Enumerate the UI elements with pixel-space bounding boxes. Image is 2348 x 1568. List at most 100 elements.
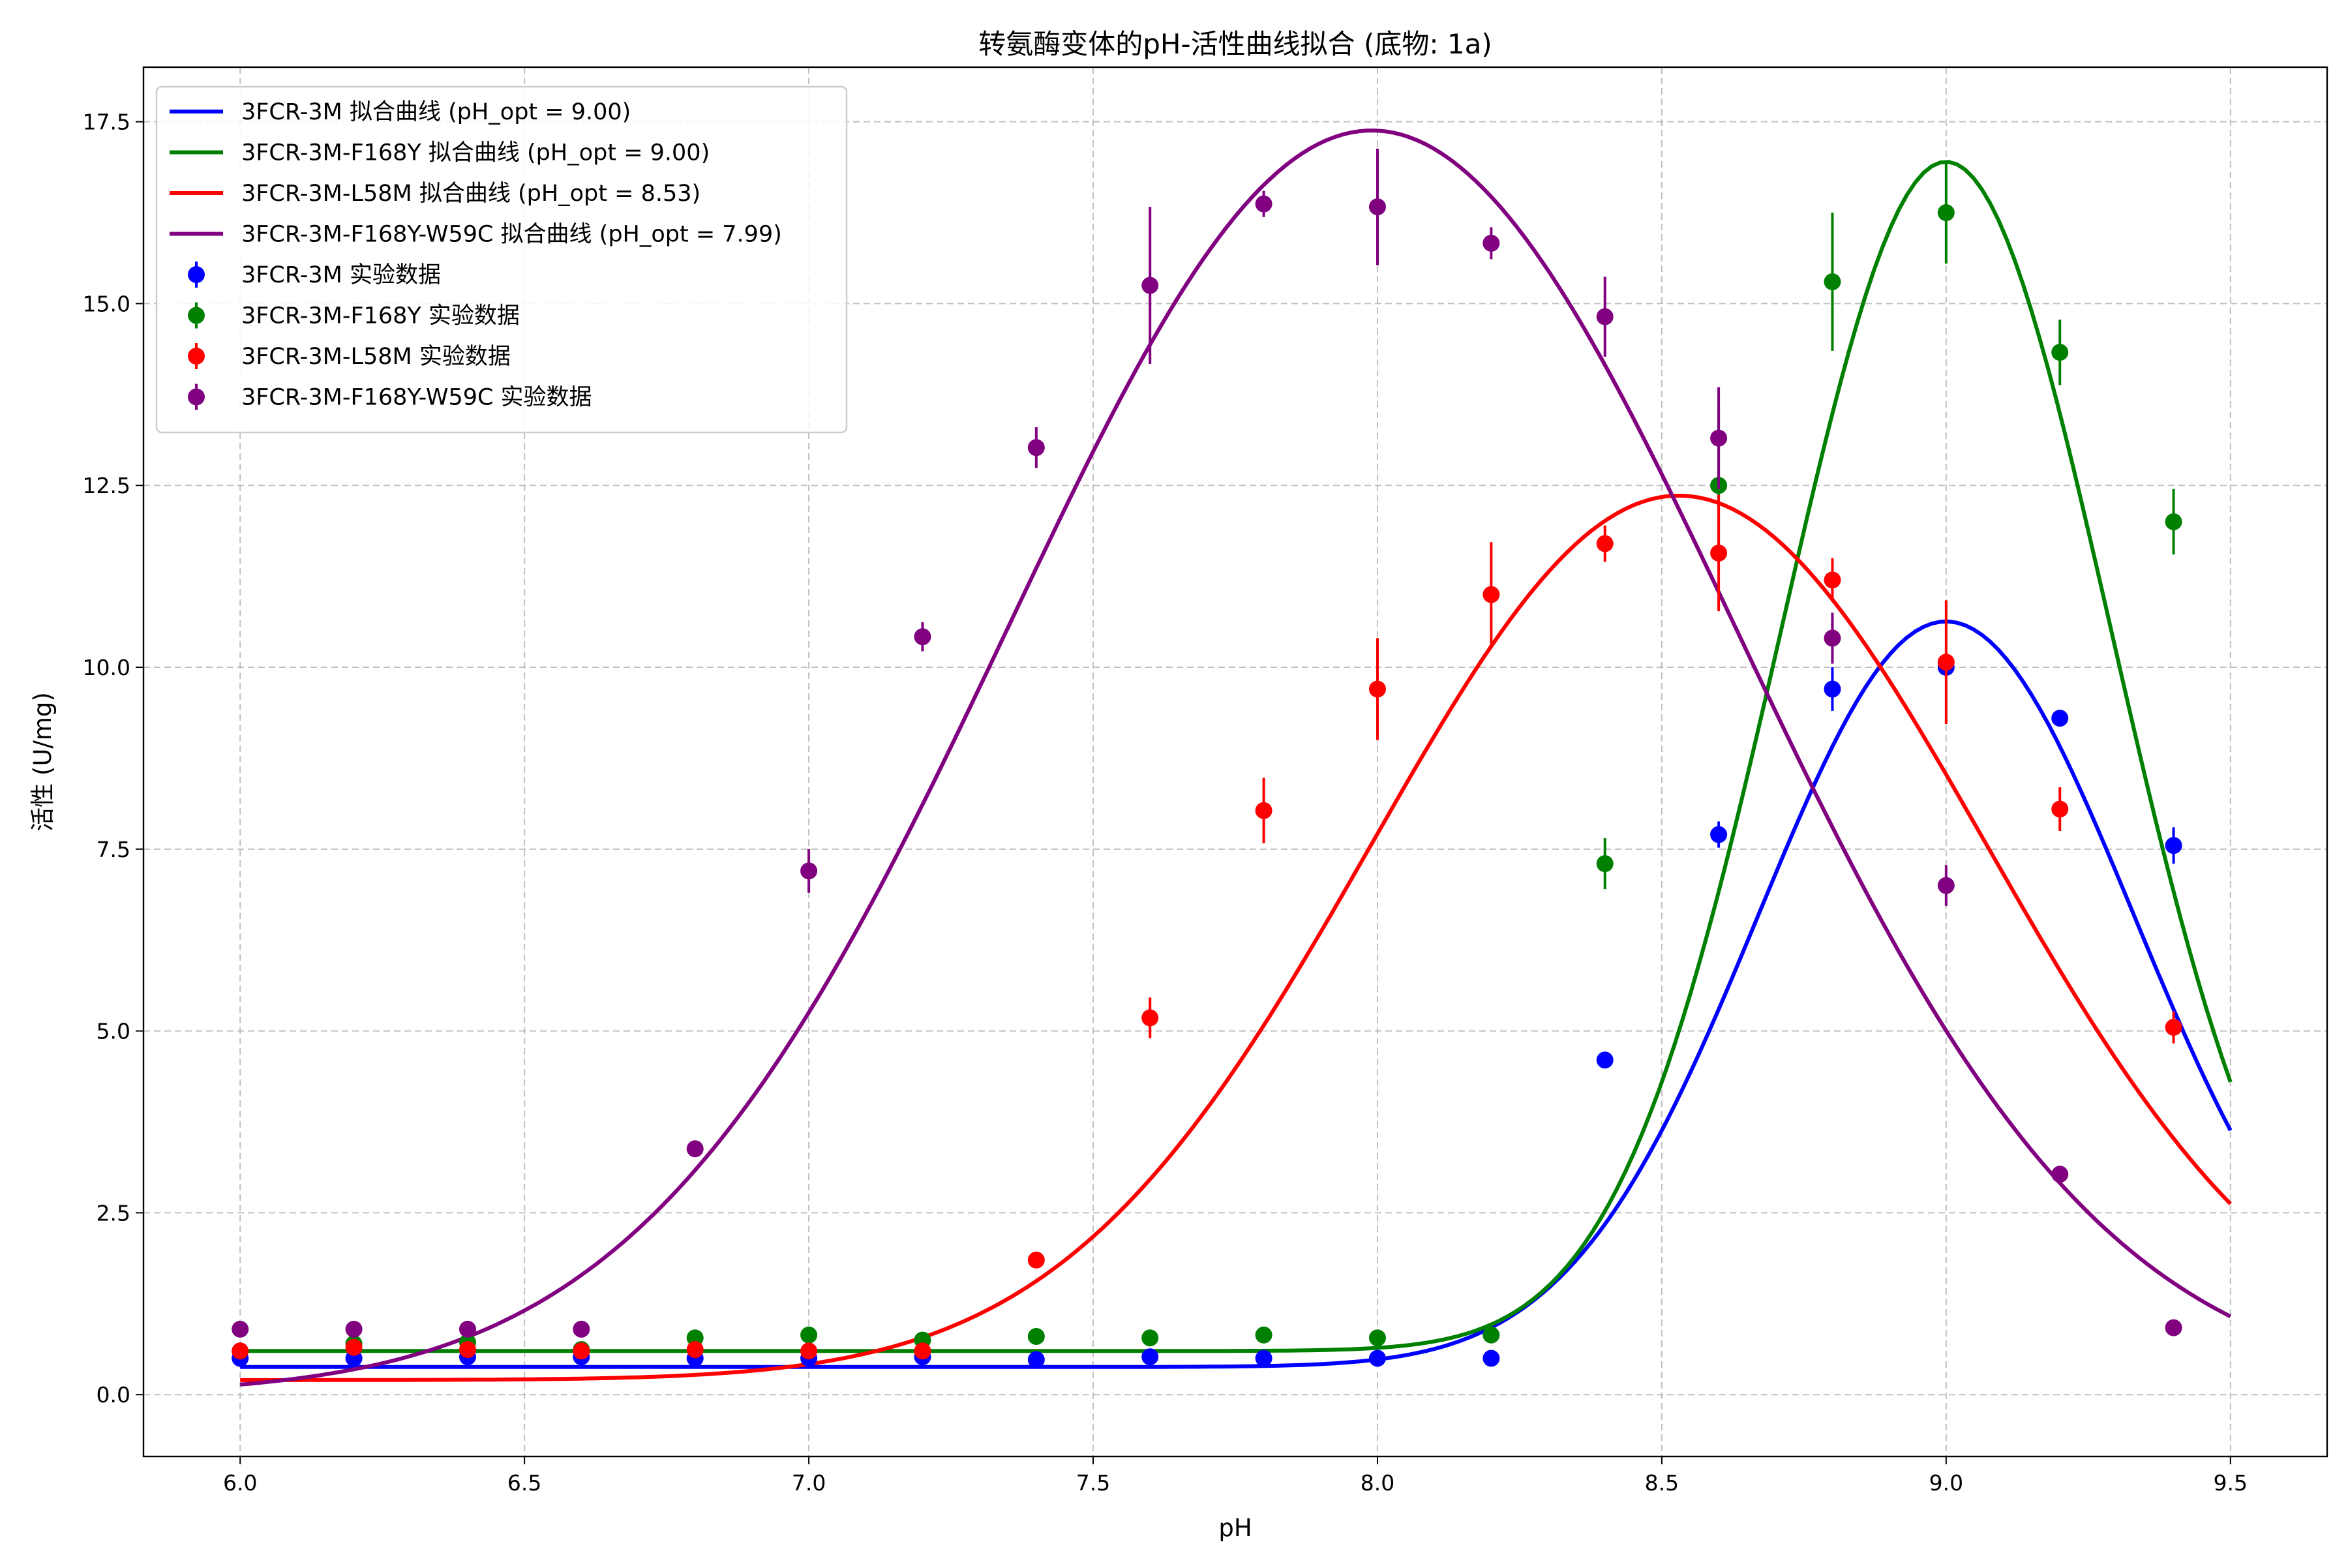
legend-label: 3FCR-3M-F168Y 拟合曲线 (pH_opt = 9.00) <box>241 140 710 166</box>
x-tick-label: 6.5 <box>507 1470 541 1496</box>
data-points-layer <box>232 148 2182 1368</box>
data-point <box>1027 1351 1045 1368</box>
data-point <box>1483 1349 1500 1367</box>
legend-label: 3FCR-3M 实验数据 <box>241 262 441 288</box>
data-point <box>686 1140 704 1158</box>
data-point <box>459 1341 476 1359</box>
x-tick-label: 8.0 <box>1361 1470 1394 1496</box>
data-point <box>800 1326 818 1344</box>
data-point <box>686 1329 704 1347</box>
data-point <box>686 1341 704 1359</box>
fit-curve <box>240 160 2233 1353</box>
y-tick-label: 15.0 <box>83 291 130 316</box>
legend-label: 3FCR-3M-F168Y-W59C 实验数据 <box>241 385 592 411</box>
data-point <box>1824 629 1841 647</box>
data-point <box>345 1338 363 1356</box>
legend-label: 3FCR-3M-F168Y 实验数据 <box>241 303 520 329</box>
data-point <box>2165 1319 2182 1336</box>
data-point <box>1483 234 1500 252</box>
data-point <box>1368 1349 1386 1367</box>
y-tick-label: 10.0 <box>83 655 130 680</box>
legend-label: 3FCR-3M 拟合曲线 (pH_opt = 9.00) <box>241 99 631 125</box>
data-point <box>914 628 931 646</box>
data-point <box>1596 855 1614 873</box>
y-tick-label: 2.5 <box>97 1200 130 1226</box>
fit-curve <box>240 494 2232 1382</box>
data-point <box>914 1342 931 1360</box>
data-point <box>1255 802 1272 819</box>
fit-curves-layer <box>239 128 2233 1387</box>
y-tick-label: 5.0 <box>97 1019 130 1044</box>
legend-label: 3FCR-3M-F168Y-W59C 拟合曲线 (pH_opt = 7.99) <box>241 222 782 248</box>
x-tick-label: 8.5 <box>1645 1470 1679 1496</box>
data-point <box>2165 837 2182 854</box>
data-point <box>1483 1326 1500 1344</box>
y-tick-label: 7.5 <box>97 837 130 862</box>
legend-marker-swatch <box>188 266 205 283</box>
x-tick-label: 7.0 <box>792 1470 826 1496</box>
data-point <box>1937 877 1955 894</box>
data-point <box>459 1320 476 1338</box>
data-point <box>1824 571 1841 589</box>
data-point <box>1368 1329 1386 1347</box>
data-point <box>1141 1329 1159 1347</box>
x-tick-label: 7.5 <box>1076 1470 1110 1496</box>
fit-curve <box>240 619 2233 1369</box>
legend-box <box>155 85 848 434</box>
y-axis-label: 活性 (U/mg) <box>29 692 57 832</box>
data-point <box>1255 1326 1272 1344</box>
legend-label: 3FCR-3M-L58M 拟合曲线 (pH_opt = 8.53) <box>241 181 700 207</box>
data-point <box>1483 586 1500 603</box>
axes-layer: 6.0 6.5 7.0 7.5 8.0 8.5 9.0 9.5 0.0 2.5 5.0 7.5 10.0… <box>83 110 2248 1496</box>
data-point <box>1027 1251 1045 1269</box>
data-point <box>2051 344 2069 361</box>
data-point <box>1710 429 1728 447</box>
data-point <box>800 1342 818 1360</box>
data-point <box>1710 544 1728 562</box>
data-point <box>573 1342 590 1360</box>
fit-curve <box>239 128 2232 1387</box>
x-axis-label: pH <box>1218 1514 1252 1542</box>
x-tick-label: 9.0 <box>1929 1470 1963 1496</box>
data-point <box>1368 198 1386 216</box>
data-point <box>573 1320 590 1338</box>
data-point <box>1141 1009 1159 1027</box>
data-point <box>1596 1051 1614 1069</box>
data-point <box>2051 800 2069 818</box>
data-point <box>2165 1019 2182 1036</box>
data-point <box>1596 535 1614 552</box>
x-tick-label: 6.0 <box>223 1470 257 1496</box>
data-point <box>1255 1349 1272 1367</box>
legend-label: 3FCR-3M-L58M 实验数据 <box>241 344 511 370</box>
data-point <box>800 862 818 880</box>
data-point <box>1596 308 1614 325</box>
chart-title: 转氨酶变体的pH-活性曲线拟合 (底物: 1a) <box>978 28 1492 60</box>
data-point <box>1937 204 1955 222</box>
y-tick-label: 12.5 <box>83 473 130 498</box>
data-point <box>232 1342 249 1360</box>
data-point <box>1027 1327 1045 1345</box>
y-tick-label: 17.5 <box>83 110 130 135</box>
legend: 3FCR-3M 拟合曲线 (pH_opt = 9.00) 3FCR-3M-F168… <box>155 85 848 434</box>
data-point <box>1710 826 1728 843</box>
data-point <box>2051 1166 2069 1183</box>
legend-marker-swatch <box>188 348 205 365</box>
legend-marker-swatch <box>188 388 205 406</box>
data-point <box>1368 680 1386 698</box>
data-point <box>1027 439 1045 457</box>
data-point <box>232 1320 249 1338</box>
data-point <box>1141 277 1159 294</box>
y-tick-label: 0.0 <box>97 1382 130 1408</box>
data-point <box>345 1320 363 1338</box>
x-tick-label: 9.5 <box>2214 1470 2248 1496</box>
data-point <box>1141 1348 1159 1366</box>
data-point <box>2165 513 2182 530</box>
data-point <box>2051 710 2069 727</box>
data-point <box>1255 195 1272 213</box>
data-point <box>1824 680 1841 698</box>
legend-marker-swatch <box>188 307 205 324</box>
data-point <box>1937 654 1955 671</box>
plot-frame <box>142 66 2328 1458</box>
